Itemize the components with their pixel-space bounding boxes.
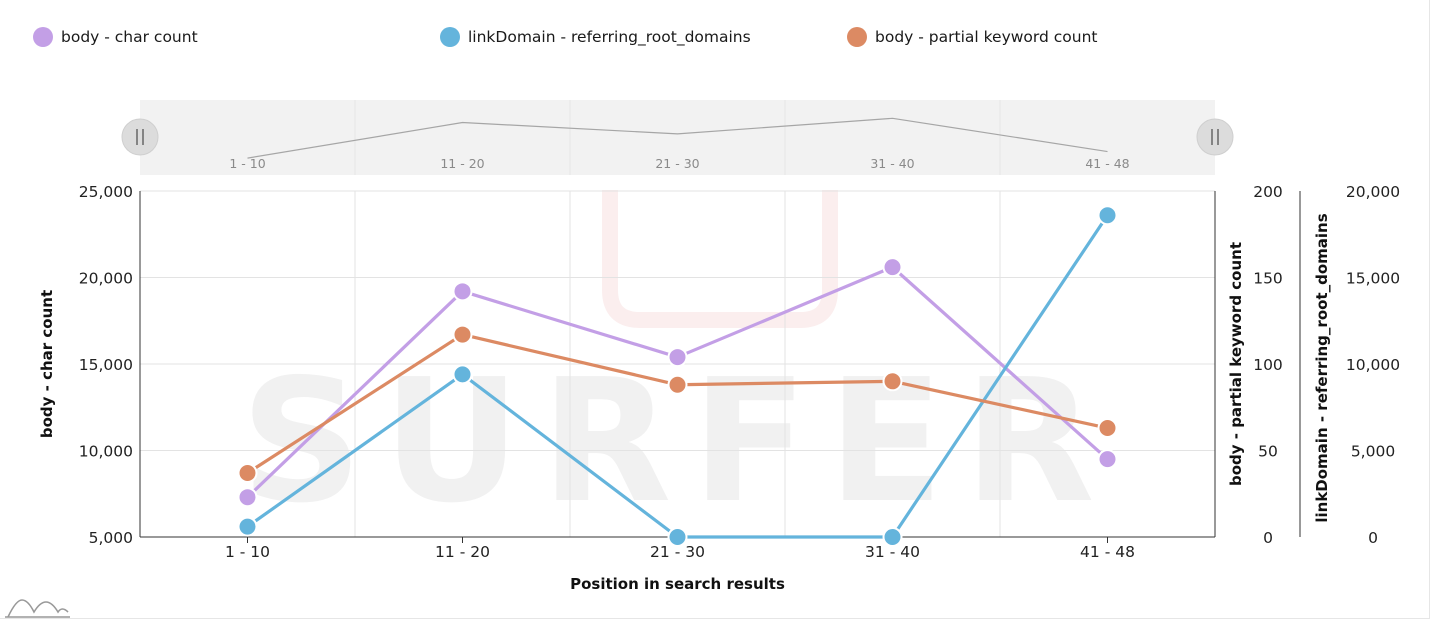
navigator-tick-label: 11 - 20 (440, 156, 484, 171)
right-axis-2-tick-label: 20,000 (1346, 183, 1400, 201)
data-point-body-char-count[interactable] (452, 281, 473, 302)
legend-label-partial-keyword: body - partial keyword count (875, 28, 1098, 46)
legend: body - char count linkDomain - referring… (0, 25, 1431, 49)
legend-item-partial-keyword[interactable]: body - partial keyword count (847, 25, 1098, 49)
data-point-body-partial-keyword-count[interactable] (237, 462, 258, 483)
right-axis-1-title: body - partial keyword count (1227, 242, 1245, 486)
legend-label-referring-domains: linkDomain - referring_root_domains (468, 28, 751, 46)
right-axis-1-tick-label: 0 (1263, 529, 1273, 547)
legend-label-char-count: body - char count (61, 28, 198, 46)
navigator-tick-label: 41 - 48 (1085, 156, 1129, 171)
legend-item-char-count[interactable]: body - char count (33, 25, 198, 49)
left-axis-tick-label: 25,000 (79, 183, 133, 201)
data-point-body-char-count[interactable] (237, 487, 258, 508)
navigator-background (140, 100, 1215, 175)
data-point-linkdomain-referring-root-domains[interactable] (1097, 205, 1118, 226)
data-point-body-char-count[interactable] (667, 347, 688, 368)
legend-marker-char-count (33, 27, 53, 47)
right-axis-2-tick-label: 5,000 (1351, 443, 1395, 461)
navigator-line (247, 117, 1108, 159)
data-point-body-partial-keyword-count[interactable] (882, 371, 903, 392)
right-axis-2-tick-label: 15,000 (1346, 270, 1400, 288)
navigator-left-handle[interactable] (121, 118, 159, 156)
x-axis-tick-label: 1 - 10 (225, 543, 270, 561)
navigator-tick-label: 1 - 10 (229, 156, 265, 171)
watermark-text: SURFER (240, 343, 1115, 541)
navigator-tick-label: 21 - 30 (655, 156, 699, 171)
right-axis-1-tick-label: 100 (1253, 356, 1283, 374)
left-axis-tick-label: 20,000 (79, 270, 133, 288)
data-point-body-partial-keyword-count[interactable] (1097, 418, 1118, 439)
legend-marker-partial-keyword (847, 27, 867, 47)
x-axis-title: Position in search results (570, 575, 785, 593)
data-point-linkdomain-referring-root-domains[interactable] (452, 364, 473, 385)
x-axis-tick-label: 11 - 20 (435, 543, 490, 561)
right-axis-1-tick-label: 200 (1253, 183, 1283, 201)
right-axis-2-tick-label: 0 (1368, 529, 1378, 547)
legend-marker-referring-domains (440, 27, 460, 47)
x-axis-tick-label: 31 - 40 (865, 543, 920, 561)
left-axis-title: body - char count (38, 290, 56, 438)
data-point-body-partial-keyword-count[interactable] (667, 374, 688, 395)
right-axis-1-tick-label: 50 (1258, 443, 1278, 461)
data-point-linkdomain-referring-root-domains[interactable] (882, 527, 903, 547)
legend-item-referring-domains[interactable]: linkDomain - referring_root_domains (440, 25, 751, 49)
navigator-tick-label: 31 - 40 (870, 156, 914, 171)
left-axis-tick-label: 5,000 (89, 529, 133, 547)
right-axis-2-tick-label: 10,000 (1346, 356, 1400, 374)
left-axis-tick-label: 15,000 (79, 356, 133, 374)
navigator-left-handle-circle[interactable] (121, 118, 159, 156)
app-logo-icon (7, 599, 69, 618)
data-point-body-char-count[interactable] (882, 257, 903, 278)
data-point-body-char-count[interactable] (1097, 449, 1118, 470)
right-axis-2-title: linkDomain - referring_root_domains (1313, 213, 1331, 522)
x-axis-tick-label: 41 - 48 (1080, 543, 1135, 561)
data-point-linkdomain-referring-root-domains[interactable] (237, 516, 258, 537)
left-axis-tick-label: 10,000 (79, 443, 133, 461)
right-axis-1-tick-label: 150 (1253, 270, 1283, 288)
navigator-right-handle-circle[interactable] (1196, 118, 1234, 156)
navigator-right-handle[interactable] (1196, 118, 1234, 156)
watermark-logo (602, 190, 838, 328)
data-point-linkdomain-referring-root-domains[interactable] (667, 527, 688, 547)
x-axis-tick-label: 21 - 30 (650, 543, 705, 561)
data-point-body-partial-keyword-count[interactable] (452, 324, 473, 345)
